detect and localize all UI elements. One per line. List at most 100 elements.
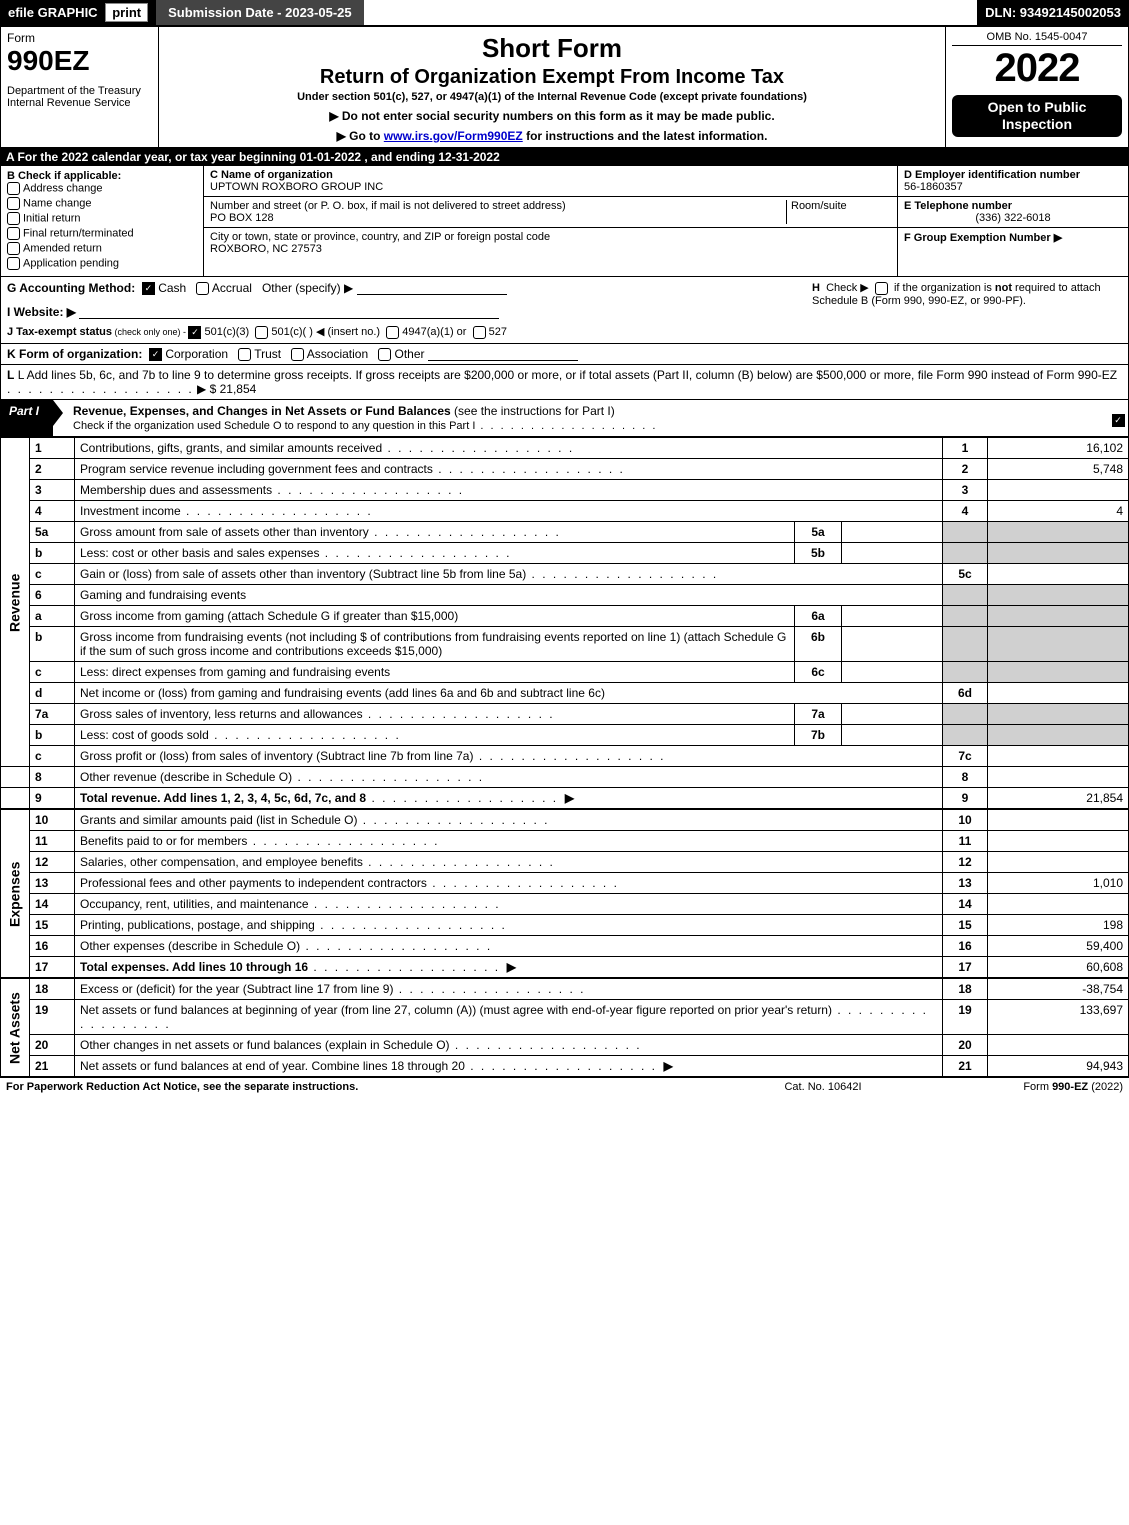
room-suite: Room/suite [786, 200, 891, 224]
chk-amended-return[interactable]: Amended return [7, 242, 197, 255]
topbar-dln: DLN: 93492145002053 [977, 0, 1129, 25]
col-b: B Check if applicable: Address change Na… [1, 166, 204, 276]
chk-final-return[interactable]: Final return/terminated [7, 227, 197, 240]
ln5b-sub: 5b [795, 543, 842, 564]
print-button[interactable]: print [105, 3, 148, 22]
footer-left: For Paperwork Reduction Act Notice, see … [6, 1081, 723, 1093]
ln16-desc: Other expenses (describe in Schedule O) [80, 939, 300, 953]
e-label: E Telephone number [904, 200, 1122, 212]
open-public-pill: Open to Public Inspection [952, 95, 1122, 137]
ln5a-no: 5a [30, 522, 75, 543]
ln20-no: 20 [30, 1035, 75, 1056]
ln20-amt [988, 1035, 1129, 1056]
ghij-block: G Accounting Method: ✓ Cash Accrual Othe… [0, 277, 1129, 344]
chk-trust[interactable] [238, 348, 251, 361]
ln1-amt: 16,102 [988, 438, 1129, 459]
ln19-desc: Net assets or fund balances at beginning… [80, 1003, 832, 1017]
ln3-num: 3 [943, 480, 988, 501]
chk-h[interactable] [875, 282, 888, 295]
ln6b-desc: Gross income from fundraising events (no… [80, 630, 786, 658]
chk-accrual[interactable] [196, 282, 209, 295]
l-row: L L Add lines 5b, 6c, and 7b to line 9 t… [0, 365, 1129, 400]
ln5a-sub: 5a [795, 522, 842, 543]
ln16-num: 16 [943, 936, 988, 957]
ln9-no: 9 [30, 788, 75, 809]
row-a-taxyear: A For the 2022 calendar year, or tax yea… [0, 148, 1129, 166]
side-revenue: Revenue [1, 438, 30, 767]
omb-number: OMB No. 1545-0047 [952, 31, 1122, 46]
ln7c-desc: Gross profit or (loss) from sales of inv… [80, 749, 473, 763]
ln3-no: 3 [30, 480, 75, 501]
ln9-desc: Total revenue. Add lines 1, 2, 3, 4, 5c,… [80, 791, 366, 805]
chk-corporation[interactable]: ✓ [149, 348, 162, 361]
ln2-num: 2 [943, 459, 988, 480]
ln5c-desc: Gain or (loss) from sale of assets other… [80, 567, 526, 581]
c-street-label: Number and street (or P. O. box, if mail… [210, 200, 786, 212]
ln2-no: 2 [30, 459, 75, 480]
ln19-num: 19 [943, 1000, 988, 1035]
org-street: PO BOX 128 [210, 212, 786, 224]
chk-address-change[interactable]: Address change [7, 182, 197, 195]
ln19-no: 19 [30, 1000, 75, 1035]
website-input[interactable] [79, 318, 499, 319]
ln17-amt: 60,608 [988, 957, 1129, 978]
j-label: J Tax-exempt status [7, 326, 112, 338]
chk-4947[interactable] [386, 326, 399, 339]
chk-application-pending[interactable]: Application pending [7, 257, 197, 270]
form-header: Form 990EZ Department of the Treasury In… [0, 26, 1129, 148]
ln3-desc: Membership dues and assessments [80, 483, 272, 497]
chk-501c3[interactable]: ✓ [188, 326, 201, 339]
netassets-table: Net Assets 18 Excess or (deficit) for th… [0, 978, 1129, 1077]
ln7b-val [842, 725, 943, 746]
chk-name-change[interactable]: Name change [7, 197, 197, 210]
ln4-num: 4 [943, 501, 988, 522]
ln21-num: 21 [943, 1056, 988, 1077]
ln18-amt: -38,754 [988, 979, 1129, 1000]
ln20-num: 20 [943, 1035, 988, 1056]
ln7a-no: 7a [30, 704, 75, 725]
chk-initial-return[interactable]: Initial return [7, 212, 197, 225]
ein-value: 56-1860357 [904, 181, 1122, 193]
ln19-amt: 133,697 [988, 1000, 1129, 1035]
ln6c-sub: 6c [795, 662, 842, 683]
ln6a-no: a [30, 606, 75, 627]
irs-link[interactable]: www.irs.gov/Form990EZ [384, 129, 523, 143]
header-right: OMB No. 1545-0047 2022 Open to Public In… [946, 27, 1128, 147]
col-def: D Employer identification number 56-1860… [897, 166, 1128, 276]
ln7b-amt [988, 725, 1129, 746]
ln5c-no: c [30, 564, 75, 585]
chk-501c[interactable] [255, 326, 268, 339]
ln10-num: 10 [943, 810, 988, 831]
ln6a-desc: Gross income from gaming (attach Schedul… [80, 609, 458, 623]
ln2-amt: 5,748 [988, 459, 1129, 480]
k-row: K Form of organization: ✓ Corporation Tr… [0, 344, 1129, 365]
chk-527[interactable] [473, 326, 486, 339]
other-org-input[interactable] [428, 360, 578, 361]
chk-cash[interactable]: ✓ [142, 282, 155, 295]
part1-checkbox[interactable]: ✓ [1108, 400, 1128, 436]
ln6b-val [842, 627, 943, 662]
ln18-num: 18 [943, 979, 988, 1000]
chk-association[interactable] [291, 348, 304, 361]
ln17-no: 17 [30, 957, 75, 978]
ln8-desc: Other revenue (describe in Schedule O) [80, 770, 292, 784]
ln6-desc: Gaming and fundraising events [80, 588, 246, 602]
ln6-no: 6 [30, 585, 75, 606]
ln7a-num [943, 704, 988, 725]
ln6d-desc: Net income or (loss) from gaming and fun… [80, 686, 605, 700]
ln20-desc: Other changes in net assets or fund bala… [80, 1038, 450, 1052]
ln12-num: 12 [943, 852, 988, 873]
ln16-no: 16 [30, 936, 75, 957]
ln6c-amt [988, 662, 1129, 683]
ln7c-no: c [30, 746, 75, 767]
ln21-no: 21 [30, 1056, 75, 1077]
col-c: C Name of organization UPTOWN ROXBORO GR… [204, 166, 897, 276]
goto-pre: ▶ Go to [337, 129, 384, 143]
header-center: Short Form Return of Organization Exempt… [159, 27, 946, 147]
ln1-no: 1 [30, 438, 75, 459]
phone-value: (336) 322-6018 [904, 212, 1122, 224]
other-specify-input[interactable] [357, 294, 507, 295]
ln6b-amt [988, 627, 1129, 662]
ln5b-desc: Less: cost or other basis and sales expe… [80, 546, 319, 560]
chk-other-org[interactable] [378, 348, 391, 361]
